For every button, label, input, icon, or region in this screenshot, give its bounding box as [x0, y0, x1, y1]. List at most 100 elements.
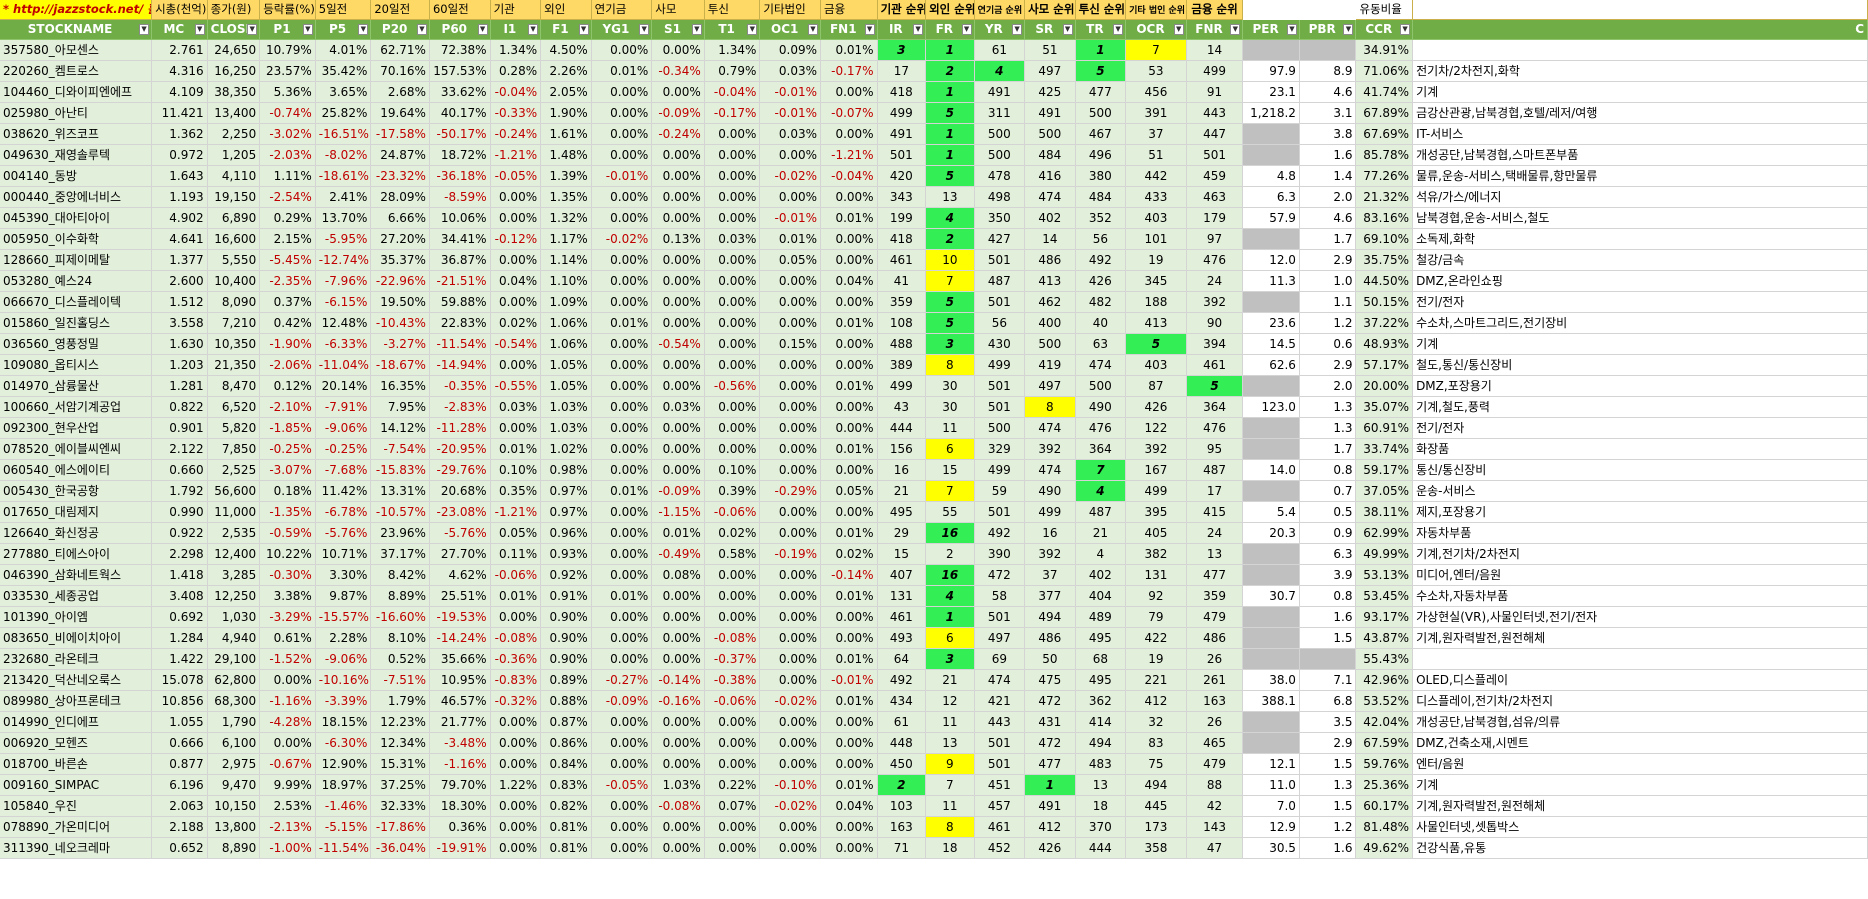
cell-p1[interactable]: 0.00% — [259, 669, 316, 691]
cell-p20[interactable]: -3.27% — [370, 333, 430, 355]
cell-per[interactable]: 97.9 — [1242, 60, 1300, 82]
jazzstock-link-header[interactable]: * http://jazzstock.net/ 활용 — [0, 0, 153, 20]
cell-sr[interactable]: 484 — [1024, 144, 1076, 166]
cell-p60[interactable]: -14.24% — [429, 627, 491, 649]
cell-per[interactable] — [1242, 564, 1300, 586]
cell-t1[interactable]: 0.79% — [704, 60, 761, 82]
cell-ocr[interactable]: 403 — [1125, 354, 1187, 376]
cell-yr[interactable]: 472 — [974, 564, 1026, 586]
cell-per[interactable] — [1242, 648, 1300, 670]
cell-p5[interactable]: 4.01% — [315, 39, 372, 61]
cell-c[interactable]: 소독제,화학 — [1412, 228, 1868, 250]
cell-per[interactable] — [1242, 732, 1300, 754]
cell-i1[interactable]: 0.05% — [490, 522, 542, 544]
cell-f1[interactable]: 1.35% — [540, 186, 592, 208]
cell-sr[interactable]: 497 — [1024, 60, 1076, 82]
cell-c[interactable]: 기계 — [1412, 81, 1868, 103]
cell-t1[interactable]: 0.00% — [704, 270, 761, 292]
cell-c[interactable]: 기계,원자력발전,원전해체 — [1412, 795, 1868, 817]
cell-yr[interactable]: 500 — [974, 417, 1026, 439]
cell-fn1[interactable]: 0.00% — [820, 123, 878, 145]
cell-stockname[interactable]: 038620_위즈코프 — [0, 123, 153, 145]
cell-p1[interactable]: 0.61% — [259, 627, 316, 649]
table-row[interactable]: 128660_피제이메탈 1.377 5,550 -5.45% -12.74% 35.37… — [0, 249, 1868, 271]
cell-fnr[interactable]: 91 — [1186, 81, 1244, 103]
cell-p1[interactable]: -3.02% — [259, 123, 316, 145]
cell-fn1[interactable]: 0.01% — [820, 39, 878, 61]
cell-t1[interactable]: 0.58% — [704, 543, 761, 565]
column-header-i1[interactable]: I1 ▼ — [490, 19, 542, 40]
cell-pbr[interactable]: 1.1 — [1299, 291, 1357, 313]
cell-p20[interactable]: 32.33% — [370, 795, 430, 817]
cell-p1[interactable]: 0.29% — [259, 207, 316, 229]
cell-t1[interactable]: 0.00% — [704, 837, 761, 859]
cell-stockname[interactable]: 213420_덕산네오룩스 — [0, 669, 153, 691]
cell-f1[interactable]: 0.97% — [540, 480, 592, 502]
cell-p20[interactable]: -17.86% — [370, 816, 430, 838]
cell-sr[interactable]: 475 — [1024, 669, 1076, 691]
cell-pbr[interactable]: 0.6 — [1299, 333, 1357, 355]
cell-fr[interactable]: 5 — [925, 165, 975, 187]
cell-fn1[interactable]: 0.00% — [820, 711, 878, 733]
cell-p5[interactable]: 12.48% — [315, 312, 372, 334]
cell-fnr[interactable]: 394 — [1186, 333, 1244, 355]
table-row[interactable]: 311390_네오크레마 0.652 8,890 -1.00% -11.54% -36.0… — [0, 837, 1868, 859]
cell-p60[interactable]: -23.08% — [429, 501, 491, 523]
cell-ocr[interactable]: 79 — [1125, 606, 1187, 628]
cell-tr[interactable]: 68 — [1075, 648, 1127, 670]
table-row[interactable]: 053280_예스24 2.600 10,400 -2.35% -7.96% -22.96… — [0, 270, 1868, 292]
filter-dropdown-icon[interactable]: ▼ — [808, 23, 818, 35]
cell-s1[interactable]: 0.00% — [651, 354, 705, 376]
cell-i1[interactable]: -0.33% — [490, 102, 542, 124]
cell-ir[interactable]: 359 — [877, 291, 927, 313]
cell-f1[interactable]: 0.90% — [540, 627, 592, 649]
cell-yr[interactable]: 69 — [974, 648, 1026, 670]
filter-dropdown-icon[interactable]: ▼ — [1173, 23, 1184, 35]
cell-pbr[interactable]: 1.7 — [1299, 438, 1357, 460]
cell-fnr[interactable]: 479 — [1186, 606, 1244, 628]
cell-p1[interactable]: 3.38% — [259, 585, 316, 607]
cell-per[interactable]: 38.0 — [1242, 669, 1300, 691]
cell-per[interactable]: 12.9 — [1242, 816, 1300, 838]
cell-tr[interactable]: 474 — [1075, 354, 1127, 376]
cell-sr[interactable]: 37 — [1024, 564, 1076, 586]
cell-mc[interactable]: 1.643 — [151, 165, 208, 187]
cell-ccr[interactable]: 50.15% — [1355, 291, 1414, 313]
cell-p60[interactable]: -50.17% — [429, 123, 491, 145]
cell-ocr[interactable]: 37 — [1125, 123, 1187, 145]
cell-sr[interactable]: 431 — [1024, 711, 1076, 733]
filter-dropdown-icon[interactable]: ▼ — [961, 23, 972, 35]
filter-dropdown-icon[interactable]: ▼ — [302, 23, 313, 35]
cell-t1[interactable]: 0.02% — [704, 522, 761, 544]
cell-yr[interactable]: 390 — [974, 543, 1026, 565]
cell-t1[interactable]: 0.00% — [704, 816, 761, 838]
cell-p60[interactable]: -11.28% — [429, 417, 491, 439]
cell-p20[interactable]: -18.67% — [370, 354, 430, 376]
cell-p1[interactable]: 1.11% — [259, 165, 316, 187]
cell-ccr[interactable]: 81.48% — [1355, 816, 1414, 838]
cell-p1[interactable]: 23.57% — [259, 60, 316, 82]
cell-ocr[interactable]: 445 — [1125, 795, 1187, 817]
cell-p20[interactable]: 62.71% — [370, 39, 430, 61]
cell-pbr[interactable]: 0.8 — [1299, 585, 1357, 607]
cell-fr[interactable]: 2 — [925, 228, 975, 250]
cell-i1[interactable]: 0.01% — [490, 438, 542, 460]
cell-yr[interactable]: 501 — [974, 732, 1026, 754]
cell-ocr[interactable]: 345 — [1125, 270, 1187, 292]
cell-yg1[interactable]: 0.00% — [591, 648, 653, 670]
cell-close[interactable]: 13,800 — [207, 816, 261, 838]
cell-p5[interactable]: 9.87% — [315, 585, 372, 607]
cell-sr[interactable]: 474 — [1024, 417, 1076, 439]
cell-yg1[interactable]: -0.27% — [591, 669, 653, 691]
table-row[interactable]: 014970_삼륭물산 1.281 8,470 0.12% 20.14% 16.35% -0… — [0, 375, 1868, 397]
cell-f1[interactable]: 1.06% — [540, 333, 592, 355]
cell-per[interactable] — [1242, 144, 1300, 166]
cell-fn1[interactable]: 0.01% — [820, 375, 878, 397]
column-header-fn1[interactable]: FN1 ▼ — [820, 19, 878, 40]
cell-p1[interactable]: -1.16% — [259, 690, 316, 712]
cell-sr[interactable]: 413 — [1024, 270, 1076, 292]
cell-mc[interactable]: 1.422 — [151, 648, 208, 670]
cell-yg1[interactable]: 0.00% — [591, 144, 653, 166]
cell-p5[interactable]: 2.41% — [315, 186, 372, 208]
cell-t1[interactable]: 0.00% — [704, 396, 761, 418]
